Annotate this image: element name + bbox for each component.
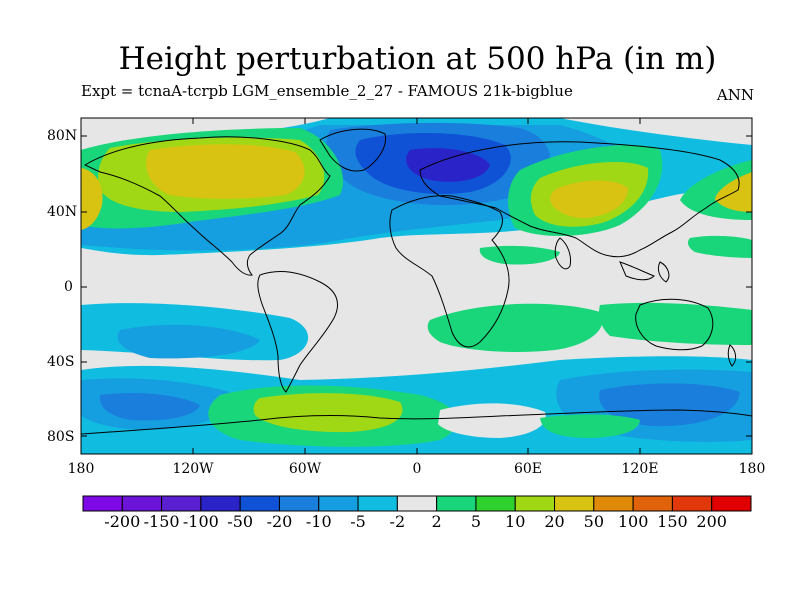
lat-label-0: 0 (64, 279, 73, 295)
colorbar-swatch (475, 495, 516, 512)
lon-label-60e: 60E (513, 461, 543, 477)
colorbar-label: -100 (182, 512, 219, 531)
colorbar-label: 200 (696, 512, 727, 531)
lat-label-40n: 40N (47, 204, 78, 220)
colorbar-swatch (161, 495, 202, 512)
experiment-label: Expt = tcnaA-tcrpb (81, 82, 228, 100)
colorbar-swatch (396, 495, 438, 512)
colorbar-swatch (711, 495, 752, 512)
lat-label-80n: 80N (47, 128, 78, 144)
colorbar-label: 50 (583, 512, 604, 531)
colorbar-swatch (278, 495, 320, 512)
lon-label-120w: 120W (172, 461, 214, 477)
colorbar-label: 10 (505, 512, 526, 531)
colorbar-label: -2 (389, 512, 406, 531)
colorbar-swatch (514, 495, 556, 512)
colorbar-label: -5 (350, 512, 366, 531)
colorbar-label: -150 (143, 512, 180, 531)
coastlines (81, 128, 752, 435)
axis-ticks (81, 118, 752, 454)
colorbar-swatch (554, 495, 595, 512)
lat-label-40s: 40S (47, 354, 75, 370)
colorbar-label: 2 (431, 512, 442, 531)
season-label: ANN (716, 86, 754, 104)
lon-label-0: 0 (412, 461, 422, 477)
colorbar-swatch (82, 495, 123, 512)
colorbar-swatch (436, 495, 477, 512)
contour-fill (81, 118, 752, 454)
colorbar-swatch (239, 495, 280, 512)
colorbar-label: 20 (544, 512, 565, 531)
colorbar-label: 100 (617, 512, 649, 531)
colorbar-label: -10 (305, 512, 332, 531)
lon-label-180e: 180 (738, 461, 766, 477)
colorbar-label: 5 (470, 512, 482, 531)
colorbar-swatch (593, 495, 634, 512)
ensemble-label: LGM_ensemble_2_27 - FAMOUS 21k-bigblue (232, 82, 573, 100)
colorbar-swatch (632, 495, 673, 512)
lon-label-60w: 60W (288, 461, 322, 477)
lon-label-120e: 120E (621, 461, 659, 477)
colorbar-swatch (121, 495, 163, 512)
colorbar-swatch (357, 495, 398, 512)
colorbar-swatch (200, 495, 241, 512)
colorbar-label: -50 (227, 512, 254, 531)
colorbar-label: -20 (266, 512, 293, 531)
colorbar-label: -200 (104, 512, 141, 531)
colorbar-swatch (671, 495, 713, 512)
colorbar-label: 150 (657, 512, 688, 531)
colorbar-swatch (318, 495, 359, 512)
page-title: Height perturbation at 500 hPa (in m) (118, 41, 717, 77)
lon-label-180w: 180 (67, 461, 95, 477)
lat-label-80s: 80S (47, 429, 75, 445)
